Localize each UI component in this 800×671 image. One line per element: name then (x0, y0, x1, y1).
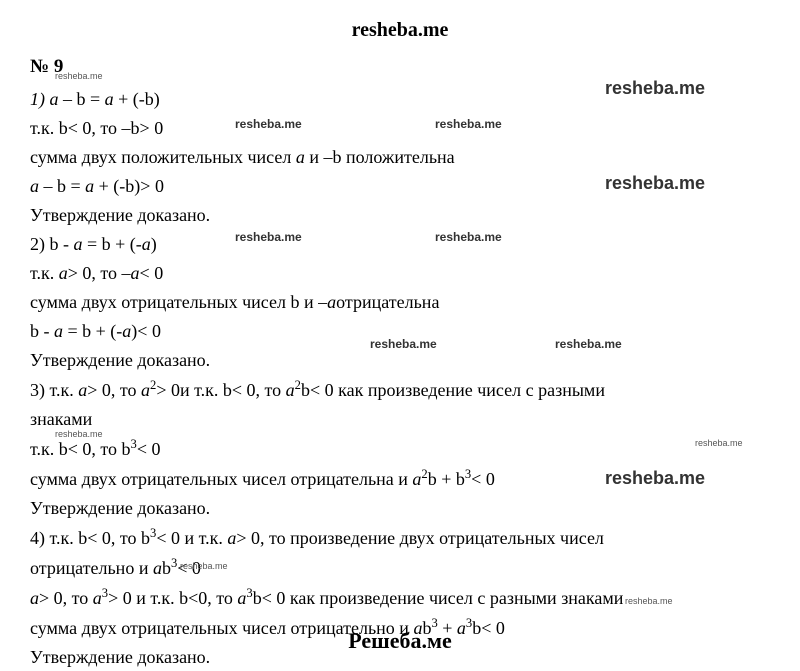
line-6: 2) b - a = b + (-a) (30, 231, 770, 258)
line-12: знаками (30, 406, 770, 433)
line-4: a – b = a + (-b)> 0 (30, 173, 770, 200)
line-14: сумма двух отрицательных чисел отрицател… (30, 465, 770, 493)
problem-number: № 9 (30, 53, 770, 82)
line-13: т.к. b< 0, то b3< 0 (30, 435, 770, 463)
line-5: Утверждение доказано. (30, 202, 770, 229)
line-1: 1) a – b = a + (-b) (30, 86, 770, 113)
line-15: Утверждение доказано. (30, 495, 770, 522)
line-7: т.к. a> 0, то –a< 0 (30, 260, 770, 287)
header-brand: resheba.me (30, 15, 770, 45)
line-16: 4) т.к. b< 0, то b3< 0 и т.к. a> 0, то п… (30, 524, 770, 552)
line-10: Утверждение доказано. (30, 347, 770, 374)
line-18: a> 0, то a3> 0 и т.к. b<0, то a3b< 0 как… (30, 584, 770, 612)
line-11: 3) т.к. a> 0, то a2> 0и т.к. b< 0, то a2… (30, 376, 770, 404)
line-3: сумма двух положительных чисел a и –b по… (30, 144, 770, 171)
line-2: т.к. b< 0, то –b> 0 (30, 115, 770, 142)
line-9: b - a = b + (-a)< 0 (30, 318, 770, 345)
footer-brand: Решеба.ме (0, 624, 800, 657)
line-8: сумма двух отрицательных чисел b и –aотр… (30, 289, 770, 316)
line-17: отрицательно и ab3< 0 (30, 554, 770, 582)
